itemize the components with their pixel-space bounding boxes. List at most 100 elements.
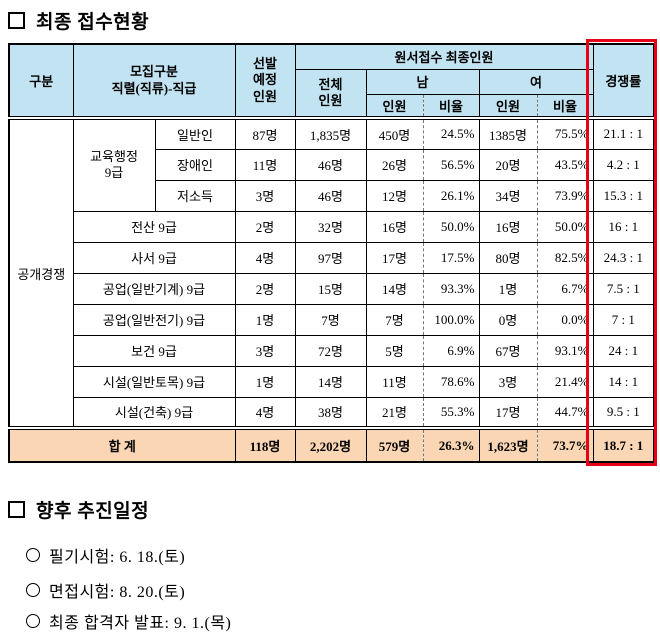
status-title-text: 최종 접수현황 (36, 12, 150, 33)
competition-ratio-cell: 21.1 : 1 (592, 117, 655, 150)
female-count-cell: 20명 (478, 148, 538, 181)
male-ratio-cell: 93.3% (422, 272, 480, 305)
table-row: 장애인 11명 46명 26명 56.5% 20명 43.5% 4.2 : 1 (9, 148, 655, 181)
status-section-title: 최종 접수현황 (8, 7, 149, 34)
female-ratio-cell: 93.1% (536, 334, 594, 367)
competition-ratio-cell: 9.5 : 1 (592, 396, 655, 429)
male-ratio-cell: 78.6% (422, 365, 480, 398)
job-cell: 시설(일반토목) 9급 (72, 365, 236, 398)
male-ratio-cell: 26.1% (422, 179, 480, 212)
header-male-count: 인원 (365, 93, 424, 120)
circle-bullet-icon (26, 548, 40, 562)
total-row: 합 계 118명 2,202명 579명 26.3% 1,623명 73.7% 18.7 : … (8, 426, 655, 463)
female-count-cell: 67명 (478, 334, 538, 367)
female-count-cell: 16명 (478, 210, 538, 243)
total-count-cell: 1,835명 (294, 117, 367, 150)
circle-bullet-icon (26, 614, 40, 628)
planned-count-cell: 3명 (234, 334, 296, 367)
subgroup-cell: 저소득 (154, 179, 236, 212)
competition-ratio-cell: 14 : 1 (592, 365, 655, 398)
male-count-cell: 21명 (365, 396, 424, 429)
header-total: 전체 인원 (294, 68, 367, 120)
total-count-cell: 32명 (294, 210, 367, 243)
competition-ratio-cell: 4.2 : 1 (592, 148, 655, 181)
header-recruit: 모집구분 직렬(직류)-직급 (72, 43, 236, 120)
total-all-cell: 2,202명 (294, 426, 367, 463)
competition-ratio-cell: 16 : 1 (592, 210, 655, 243)
male-count-cell: 26명 (365, 148, 424, 181)
job-cell: 공업(일반기계) 9급 (72, 272, 236, 305)
male-count-cell: 5명 (365, 334, 424, 367)
table-row: 시설(일반토목) 9급 1명 14명 11명 78.6% 3명 21.4% 14 : 1 (9, 365, 655, 398)
female-ratio-cell: 21.4% (536, 365, 594, 398)
header-planned: 선발 예정 인원 (234, 43, 296, 120)
total-planned-cell: 118명 (234, 426, 296, 463)
planned-count-cell: 1명 (234, 365, 296, 398)
planned-count-cell: 87명 (234, 117, 296, 150)
square-bullet-icon (8, 501, 25, 518)
total-count-cell: 14명 (294, 365, 367, 398)
application-status-table: 구분 모집구분 직렬(직류)-직급 선발 예정 인원 원서접수 최종인원 경쟁률… (8, 43, 656, 463)
total-count-cell: 72명 (294, 334, 367, 367)
table-row: 보건 9급 3명 72명 5명 6.9% 67명 93.1% 24 : 1 (9, 334, 655, 367)
planned-count-cell: 1명 (234, 303, 296, 336)
competition-ratio-cell: 7.5 : 1 (592, 272, 655, 305)
planned-count-cell: 4명 (234, 241, 296, 274)
male-count-cell: 12명 (365, 179, 424, 212)
header-competition: 경쟁률 (592, 43, 655, 120)
table-row: 공업(일반전기) 9급 1명 7명 7명 100.0% 0명 0.0% 7 : 1 (9, 303, 655, 336)
female-count-cell: 3명 (478, 365, 538, 398)
male-count-cell: 7명 (365, 303, 424, 336)
male-count-cell: 17명 (365, 241, 424, 274)
table-row: 전산 9급 2명 32명 16명 50.0% 16명 50.0% 16 : 1 (9, 210, 655, 243)
male-ratio-cell: 17.5% (422, 241, 480, 274)
male-count-cell: 11명 (365, 365, 424, 398)
planned-count-cell: 11명 (234, 148, 296, 181)
total-count-cell: 7명 (294, 303, 367, 336)
table-header: 구분 모집구분 직렬(직류)-직급 선발 예정 인원 원서접수 최종인원 경쟁률… (8, 43, 655, 120)
table-row: 공개경쟁 교육행정 9급 일반인 87명 1,835명 450명 24.5% 1385명 75.… (8, 117, 655, 429)
square-bullet-icon (8, 12, 25, 29)
female-ratio-cell: 50.0% (536, 210, 594, 243)
table-row: 시설(건축) 9급 4명 38명 21명 55.3% 17명 44.7% 9.5 : 1 (9, 396, 655, 429)
male-count-cell: 16명 (365, 210, 424, 243)
total-count-cell: 15명 (294, 272, 367, 305)
planned-count-cell: 2명 (234, 272, 296, 305)
job-cell: 시설(건축) 9급 (72, 396, 236, 429)
female-ratio-cell: 6.7% (536, 272, 594, 305)
header-gubun: 구분 (8, 43, 74, 120)
total-label-cell: 합 계 (8, 426, 236, 463)
header-male: 남 (365, 68, 480, 95)
schedule-item-text: 최종 합격자 발표: 9. 1.(목) (49, 615, 232, 632)
job-cell: 보건 9급 (72, 334, 236, 367)
planned-count-cell: 3명 (234, 179, 296, 212)
table-row: 사서 9급 4명 97명 17명 17.5% 80명 82.5% 24.3 : 1 (9, 241, 655, 274)
female-ratio-cell: 0.0% (536, 303, 594, 336)
table-body: 공개경쟁 교육행정 9급 일반인 87명 1,835명 450명 24.5% 1385명 75.… (8, 117, 655, 463)
total-count-cell: 46명 (294, 179, 367, 212)
total-female-ratio-cell: 73.7% (536, 426, 594, 463)
job-cell: 사서 9급 (72, 241, 236, 274)
male-ratio-cell: 100.0% (422, 303, 480, 336)
schedule-section-title: 향후 추진일정 (8, 496, 149, 523)
female-count-cell: 0명 (478, 303, 538, 336)
male-ratio-cell: 55.3% (422, 396, 480, 429)
female-count-cell: 80명 (478, 241, 538, 274)
header-female-ratio: 비율 (536, 93, 594, 120)
male-ratio-cell: 6.9% (422, 334, 480, 367)
header-female: 여 (478, 68, 594, 95)
male-ratio-cell: 24.5% (422, 117, 480, 150)
schedule-item-written-exam: 필기시험: 6. 18.(토) (26, 543, 185, 567)
subgroup-cell: 장애인 (154, 148, 236, 181)
category-cell: 공개경쟁 (8, 117, 74, 429)
total-male-count-cell: 579명 (365, 426, 424, 463)
female-ratio-cell: 43.5% (536, 148, 594, 181)
female-count-cell: 17명 (478, 396, 538, 429)
female-ratio-cell: 75.5% (536, 117, 594, 150)
competition-ratio-cell: 24 : 1 (592, 334, 655, 367)
total-female-count-cell: 1,623명 (478, 426, 538, 463)
total-count-cell: 97명 (294, 241, 367, 274)
job-cell: 전산 9급 (72, 210, 236, 243)
schedule-item-text: 필기시험: 6. 18.(토) (49, 549, 186, 566)
